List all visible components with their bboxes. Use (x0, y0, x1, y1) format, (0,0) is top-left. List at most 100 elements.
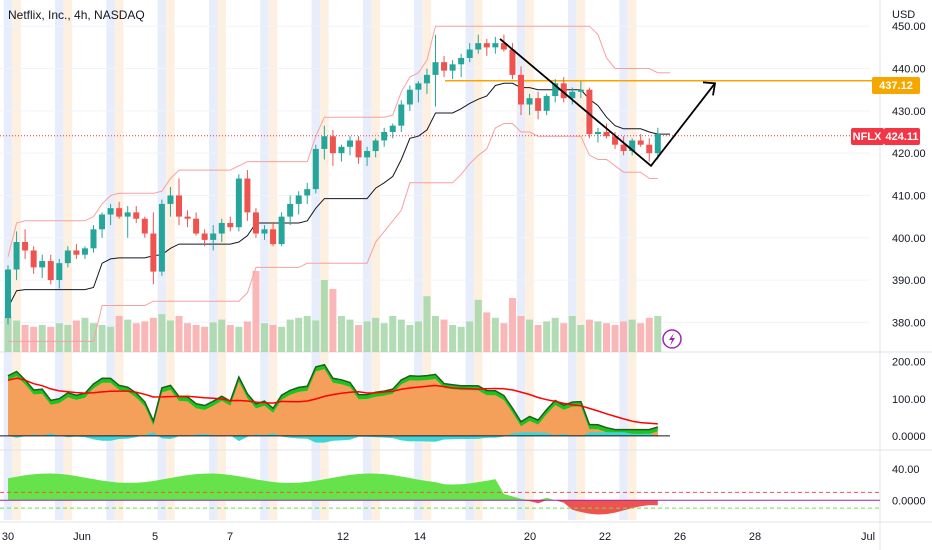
candle-body (150, 233, 157, 272)
candle-body (261, 229, 268, 234)
oscillator-panel-2 (0, 473, 880, 515)
volume-bar (380, 323, 388, 352)
candle (210, 225, 217, 251)
candle-body (278, 216, 285, 245)
volume-bar (594, 321, 602, 352)
volume-bar (149, 317, 157, 352)
volume-bar (654, 316, 662, 352)
volume-bar (406, 325, 414, 352)
candle-body (389, 125, 396, 132)
candle-body (594, 132, 601, 135)
lightning-icon[interactable] (662, 329, 682, 349)
candle-body (338, 146, 345, 154)
candle-body (270, 229, 277, 245)
candle (39, 254, 46, 278)
chart-title: Netflix, Inc., 4h, NASDAQ (8, 8, 145, 22)
candle-body (184, 216, 191, 219)
candle (47, 254, 54, 285)
time-tick-label: 28 (749, 531, 761, 543)
volume-bar (55, 323, 63, 352)
volume-bar (611, 325, 619, 352)
candle-body (415, 83, 422, 90)
candle (252, 208, 259, 238)
candle (81, 246, 88, 259)
volume-bar (252, 271, 260, 352)
candle (423, 68, 430, 94)
oscillator-panel-1 (0, 363, 670, 443)
candle (518, 66, 524, 116)
session-shade (414, 0, 423, 520)
price-axis[interactable]: 450.00 440.00 430.00 420.00 410.00 400.00 390.… (892, 21, 926, 329)
candle-body (47, 261, 54, 281)
candle (278, 212, 285, 247)
candle-body (406, 89, 413, 105)
volume-bar (577, 325, 585, 352)
resistance-price-label: 437.12 (879, 80, 913, 92)
candle (543, 93, 550, 116)
candle-body (176, 195, 182, 217)
trend-drawings[interactable] (499, 38, 717, 168)
candle (158, 199, 165, 276)
candle-body (116, 208, 123, 217)
candle (398, 100, 405, 132)
candle (466, 43, 473, 63)
volume-bar (449, 325, 457, 352)
candle (338, 144, 345, 162)
currency-label: USD (892, 9, 915, 21)
candle (141, 216, 148, 238)
volume-bar (295, 317, 303, 352)
candle-body (577, 89, 584, 92)
session-shade (465, 0, 474, 520)
volume-bar (620, 321, 628, 352)
candle-body (347, 140, 353, 147)
price-tick-label: 450.00 (892, 21, 926, 33)
candle-body (355, 140, 362, 158)
volume-bar (192, 325, 200, 352)
candles[interactable] (5, 34, 661, 325)
candle-body (423, 74, 430, 84)
volume-bar (628, 319, 636, 352)
volume-bar (278, 326, 286, 352)
candle-body (99, 214, 106, 230)
candle-body (535, 98, 542, 111)
volume-bar (432, 316, 439, 352)
time-axis[interactable]: 30 Jun 5 7 12 14 20 22 26 28 Jul (2, 531, 875, 543)
volume-bar (645, 317, 653, 352)
osc1-tick-label: 200.00 (892, 357, 926, 369)
candle (150, 212, 157, 285)
candle-body (560, 83, 567, 99)
upper-band (7, 25, 659, 257)
candle (167, 187, 174, 217)
volume-bar (585, 319, 593, 352)
volume-bar (47, 326, 55, 352)
time-tick-label: 7 (227, 531, 233, 543)
volume-bar (166, 320, 174, 352)
volume-bar (551, 317, 559, 352)
volume-bar (286, 319, 294, 352)
candle (432, 34, 439, 107)
candle-body (654, 134, 661, 154)
oscillator-axis: 200.00 100.00 0.0000 40.00 0.0000 (892, 357, 926, 508)
candle (99, 212, 106, 238)
candle (261, 225, 268, 240)
candle-body (227, 222, 234, 228)
candle (184, 210, 191, 228)
time-tick-label: Jun (73, 531, 91, 543)
session-shade (320, 0, 329, 520)
bands (0, 25, 880, 342)
volume-bar (124, 319, 132, 352)
candle (218, 218, 225, 242)
candle (312, 144, 319, 194)
candle-body (201, 233, 208, 240)
candle (577, 81, 584, 99)
volume-bar (320, 280, 328, 352)
candle (535, 91, 542, 120)
osc1-tick-label: 100.00 (892, 394, 926, 406)
volume-bar (64, 325, 72, 352)
volume-bar (329, 289, 337, 352)
trend-line (499, 38, 716, 168)
volume-bar (184, 323, 192, 352)
session-shade (260, 0, 269, 520)
volume-bar (389, 316, 397, 352)
